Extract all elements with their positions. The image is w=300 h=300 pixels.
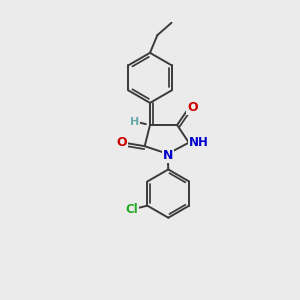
Text: H: H <box>130 117 139 127</box>
Text: Cl: Cl <box>126 203 138 216</box>
Text: N: N <box>163 149 173 162</box>
Text: O: O <box>187 101 198 114</box>
Text: O: O <box>116 136 127 149</box>
Text: NH: NH <box>189 136 209 148</box>
